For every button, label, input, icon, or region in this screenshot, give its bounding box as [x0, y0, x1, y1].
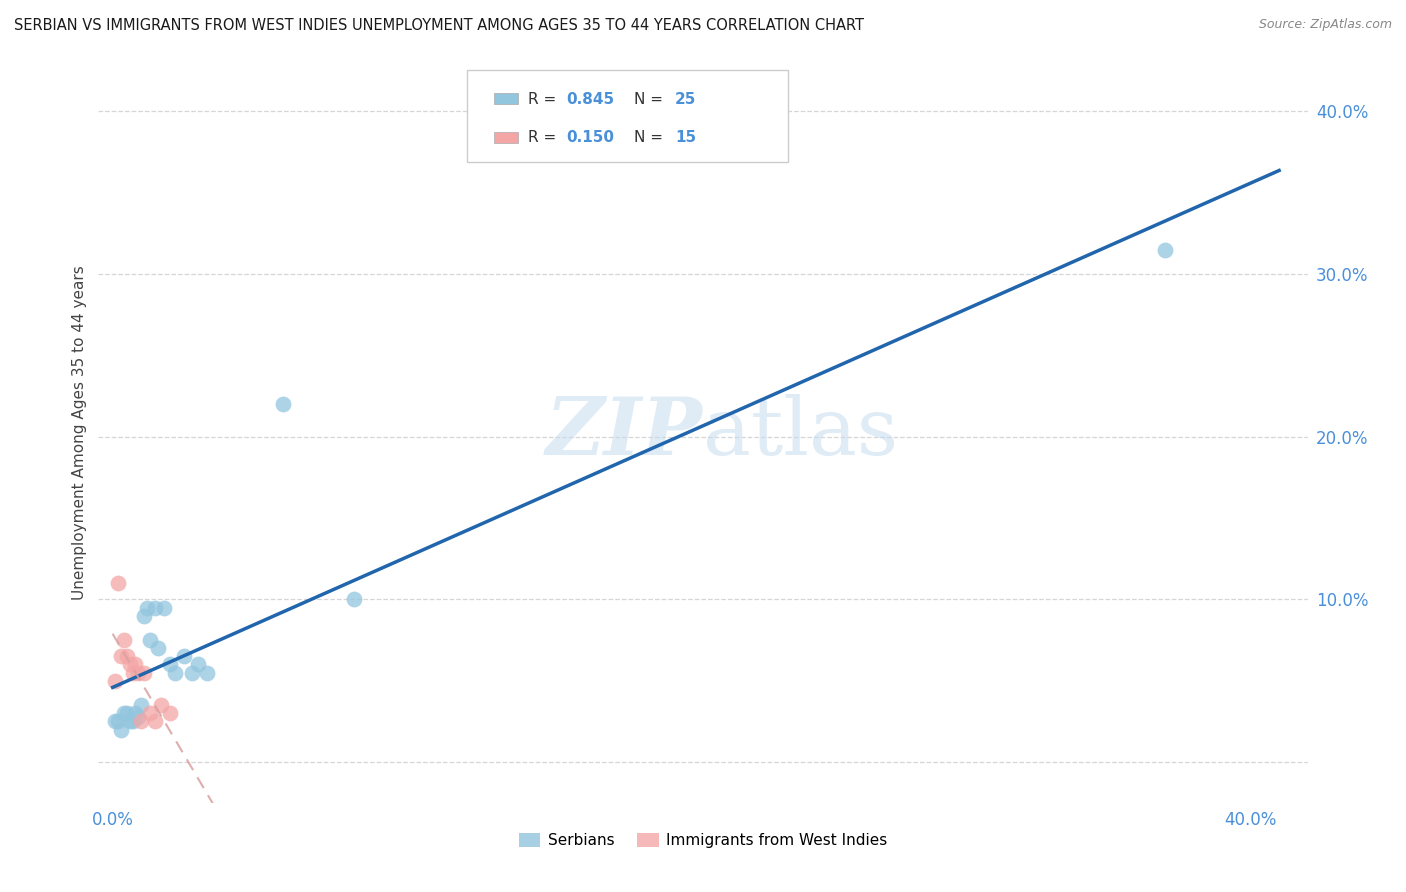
Point — [165, 665, 187, 680]
Text: N =: N = — [634, 92, 668, 106]
Text: R =: R = — [527, 92, 561, 106]
Point — [187, 657, 209, 672]
Text: 0.150: 0.150 — [567, 130, 614, 145]
Point — [132, 608, 155, 623]
Point — [115, 649, 138, 664]
Point — [159, 657, 181, 672]
Point — [127, 665, 149, 680]
Point — [173, 649, 195, 664]
Point — [127, 709, 149, 723]
Point — [159, 706, 181, 721]
FancyBboxPatch shape — [494, 93, 517, 104]
Text: Source: ZipAtlas.com: Source: ZipAtlas.com — [1258, 18, 1392, 31]
Point — [138, 633, 160, 648]
Point — [343, 592, 366, 607]
Point — [129, 698, 152, 713]
Point — [146, 641, 169, 656]
Point — [132, 665, 155, 680]
Point — [104, 673, 127, 688]
Point — [112, 706, 135, 721]
Text: SERBIAN VS IMMIGRANTS FROM WEST INDIES UNEMPLOYMENT AMONG AGES 35 TO 44 YEARS CO: SERBIAN VS IMMIGRANTS FROM WEST INDIES U… — [14, 18, 865, 33]
Legend: Serbians, Immigrants from West Indies: Serbians, Immigrants from West Indies — [512, 827, 894, 855]
Point — [195, 665, 218, 680]
Point — [112, 633, 135, 648]
Text: R =: R = — [527, 130, 561, 145]
FancyBboxPatch shape — [467, 70, 787, 162]
Y-axis label: Unemployment Among Ages 35 to 44 years: Unemployment Among Ages 35 to 44 years — [72, 265, 87, 600]
Point — [273, 397, 295, 411]
Text: atlas: atlas — [703, 393, 898, 472]
Text: ZIP: ZIP — [546, 394, 703, 471]
Point — [150, 698, 173, 713]
Point — [143, 714, 166, 729]
Point — [118, 714, 141, 729]
Point — [107, 576, 129, 591]
Text: 0.845: 0.845 — [567, 92, 614, 106]
Text: N =: N = — [634, 130, 668, 145]
Point — [138, 706, 160, 721]
Point — [1154, 243, 1177, 257]
Point — [135, 600, 157, 615]
Point — [181, 665, 204, 680]
Point — [115, 706, 138, 721]
Point — [124, 657, 146, 672]
Point — [121, 714, 143, 729]
Point — [110, 649, 132, 664]
Point — [107, 714, 129, 729]
Point — [104, 714, 127, 729]
Point — [129, 714, 152, 729]
Point — [153, 600, 176, 615]
FancyBboxPatch shape — [494, 132, 517, 144]
Point — [118, 657, 141, 672]
Point — [121, 665, 143, 680]
Point — [124, 706, 146, 721]
Point — [110, 723, 132, 737]
Point — [143, 600, 166, 615]
Text: 15: 15 — [675, 130, 696, 145]
Text: 25: 25 — [675, 92, 696, 106]
